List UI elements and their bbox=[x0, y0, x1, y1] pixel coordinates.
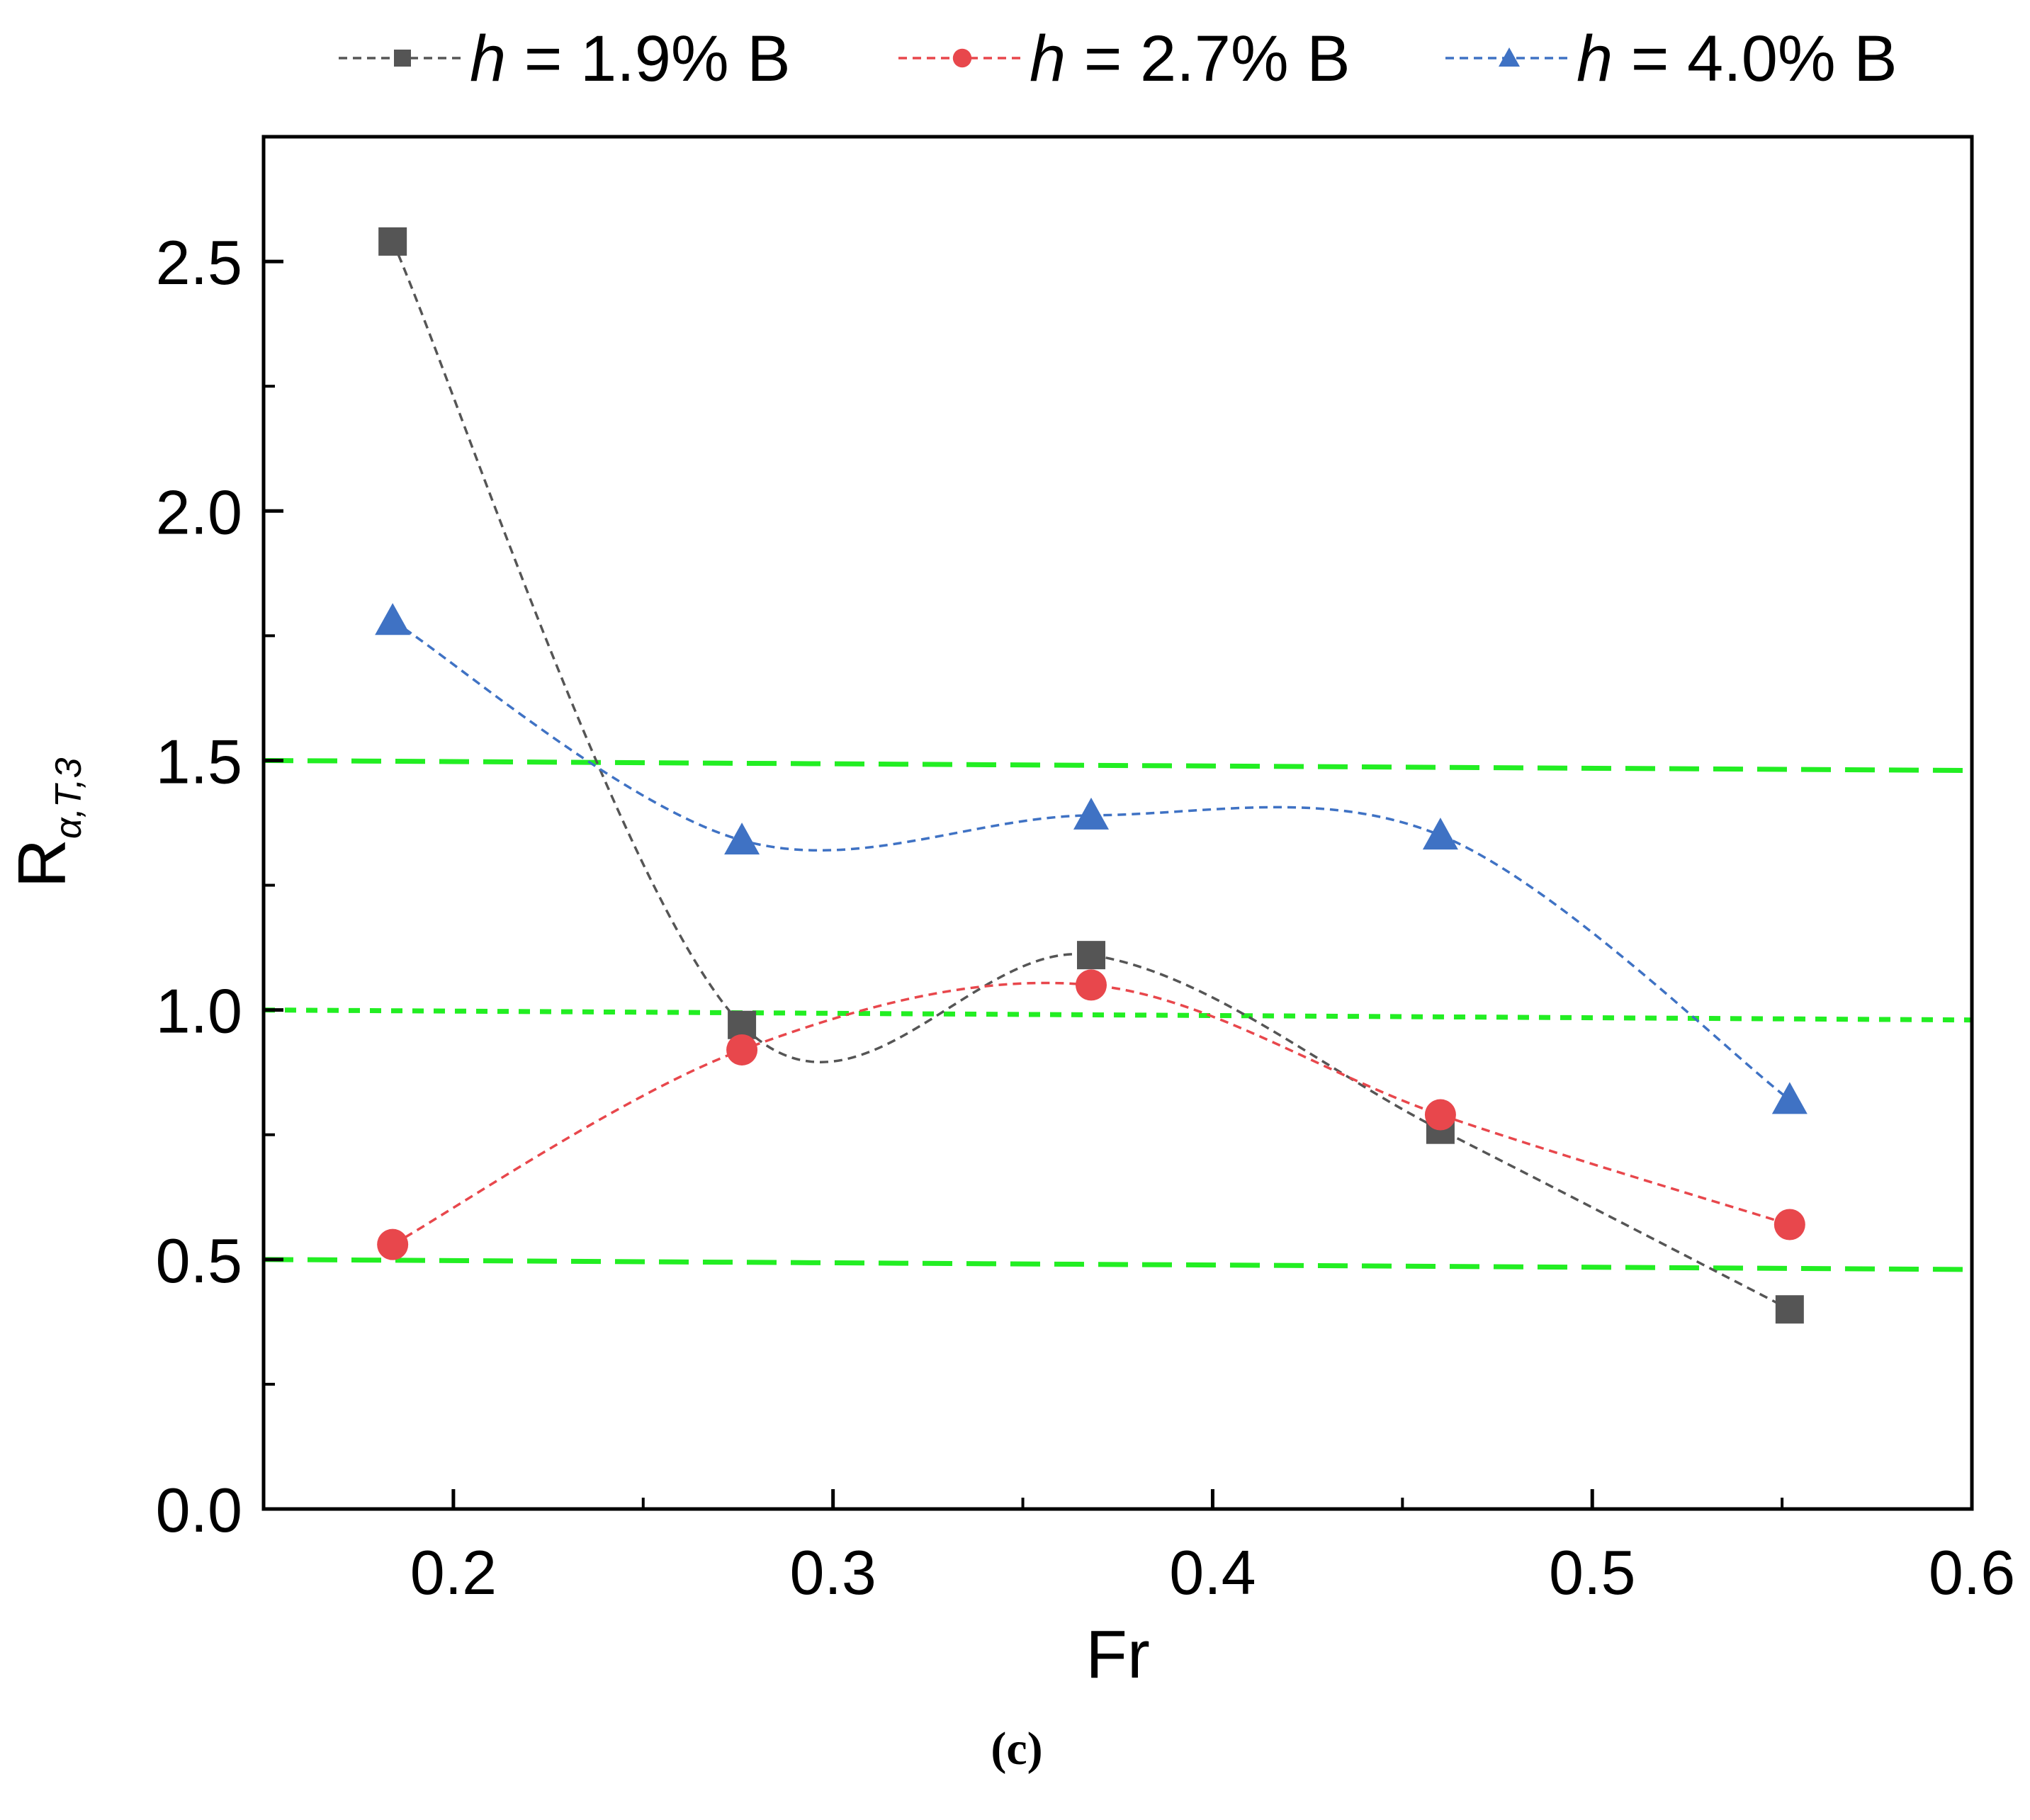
plot-frame bbox=[261, 135, 1974, 1511]
reference-lines bbox=[263, 757, 1973, 1272]
data-point bbox=[1771, 1082, 1808, 1114]
legend-label: h = 4.0% B bbox=[1577, 23, 1898, 95]
data-point bbox=[378, 227, 407, 256]
reference-line bbox=[263, 1007, 1973, 1023]
legend-marker bbox=[394, 50, 411, 67]
x-axis-label: Fr bbox=[1086, 1617, 1150, 1692]
series-line bbox=[391, 241, 1791, 1311]
y-tick-label: 2.5 bbox=[156, 227, 242, 298]
data-point bbox=[1076, 941, 1105, 970]
y-tick-label: 1.5 bbox=[156, 726, 242, 796]
legend-item-1: h = 1.9% B bbox=[339, 23, 791, 95]
y-tick-label: 1.0 bbox=[156, 976, 242, 1046]
data-point bbox=[1424, 1099, 1456, 1131]
data-point bbox=[375, 603, 411, 635]
x-tick-label: 0.3 bbox=[789, 1537, 876, 1607]
reference-line bbox=[263, 1257, 1973, 1272]
x-tick-label: 0.6 bbox=[1929, 1537, 2015, 1607]
x-tick-label: 0.4 bbox=[1169, 1537, 1256, 1607]
data-point bbox=[724, 823, 760, 855]
y-tick-label: 2.0 bbox=[156, 477, 242, 547]
legend-label-text: = 1.9% B bbox=[524, 23, 791, 95]
data-point bbox=[1775, 1295, 1804, 1324]
x-tick-label: 0.2 bbox=[410, 1537, 497, 1607]
figure-caption: (c) bbox=[991, 1723, 1042, 1775]
series-line bbox=[392, 981, 1791, 1246]
data-point bbox=[1073, 797, 1109, 830]
y-axis: 0.0 0.5 1.0 1.5 2.0 2.5 bbox=[156, 227, 283, 1545]
legend-item-2: h = 2.7% B bbox=[898, 23, 1350, 95]
series-1 bbox=[378, 227, 1804, 1324]
data-point bbox=[726, 1034, 758, 1066]
legend-label-var: h bbox=[1577, 23, 1631, 95]
y-tick-label: 0.5 bbox=[156, 1226, 242, 1296]
y-tick-label: 0.0 bbox=[156, 1475, 242, 1545]
legend-label-var: h bbox=[1030, 23, 1084, 95]
data-point bbox=[1075, 969, 1107, 1001]
y-axis-label-sub: α,T,3 bbox=[48, 758, 89, 840]
data-point bbox=[1422, 818, 1458, 850]
legend-item-3: h = 4.0% B bbox=[1445, 23, 1898, 95]
y-axis-label: Rα,T,3 bbox=[4, 758, 89, 888]
legend-label: h = 1.9% B bbox=[470, 23, 791, 95]
series-3 bbox=[375, 603, 1808, 1114]
legend-marker bbox=[952, 48, 972, 68]
legend-label-text: = 4.0% B bbox=[1631, 23, 1898, 95]
series-line bbox=[392, 619, 1791, 1101]
legend-label-var: h bbox=[470, 23, 524, 95]
series-layer bbox=[375, 227, 1808, 1324]
legend-marker bbox=[1499, 47, 1520, 67]
data-point bbox=[1774, 1209, 1805, 1240]
x-tick-label: 0.5 bbox=[1549, 1537, 1635, 1607]
legend-label-text: = 2.7% B bbox=[1084, 23, 1350, 95]
series-2 bbox=[377, 969, 1805, 1260]
x-axis: 0.2 0.3 0.4 0.5 0.6 bbox=[410, 1489, 2015, 1607]
data-point bbox=[377, 1228, 409, 1260]
reference-line bbox=[263, 757, 1973, 774]
legend-label: h = 2.7% B bbox=[1030, 23, 1350, 95]
y-axis-label-main: R bbox=[4, 839, 80, 888]
